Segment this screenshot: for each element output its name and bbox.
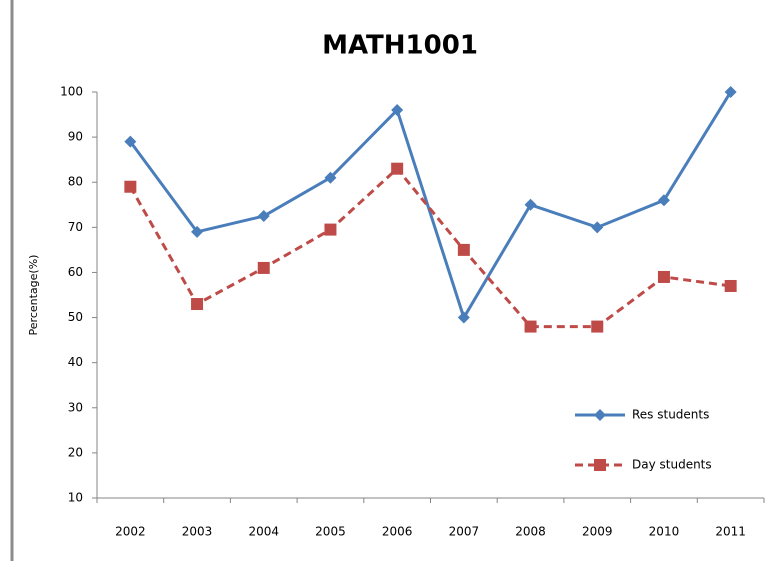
y-tick-label: 60 bbox=[68, 265, 83, 279]
x-tick-label: 2005 bbox=[315, 525, 346, 539]
series-line bbox=[129, 166, 731, 329]
data-point bbox=[457, 311, 470, 324]
y-tick-label: 30 bbox=[68, 400, 83, 414]
x-tick-label: 2003 bbox=[182, 525, 213, 539]
legend-label: Day students bbox=[632, 458, 712, 472]
x-tick-label: 2002 bbox=[115, 525, 146, 539]
y-tick-label: 90 bbox=[68, 130, 83, 144]
data-point bbox=[124, 180, 137, 193]
legend-label: Res students bbox=[632, 408, 709, 422]
data-point bbox=[657, 270, 670, 283]
data-point bbox=[124, 135, 137, 148]
data-point bbox=[391, 162, 404, 175]
data-point bbox=[724, 279, 737, 292]
data-point bbox=[457, 243, 470, 256]
x-tick-label: 2007 bbox=[449, 525, 480, 539]
data-point bbox=[257, 261, 270, 274]
data-point bbox=[191, 225, 204, 238]
x-tick-label: 2010 bbox=[649, 525, 680, 539]
y-tick-label: 50 bbox=[68, 310, 83, 324]
y-tick-label: 40 bbox=[68, 355, 83, 369]
y-tick-label: 20 bbox=[68, 445, 83, 459]
data-point bbox=[591, 320, 604, 333]
data-point bbox=[524, 320, 537, 333]
y-tick-label: 70 bbox=[68, 220, 83, 234]
x-tick-label: 2011 bbox=[715, 525, 746, 539]
data-point bbox=[657, 194, 670, 207]
data-point bbox=[191, 298, 204, 311]
data-point bbox=[724, 86, 737, 98]
y-tick-label: 80 bbox=[68, 175, 83, 189]
x-tick-label: 2004 bbox=[248, 525, 279, 539]
x-tick-label: 2006 bbox=[382, 525, 413, 539]
x-tick-label: 2009 bbox=[582, 525, 613, 539]
y-tick-label: 10 bbox=[68, 491, 83, 505]
x-tick-label: 2008 bbox=[515, 525, 546, 539]
y-axis-label: Percentage(%) bbox=[27, 255, 40, 336]
data-point bbox=[257, 210, 270, 223]
data-point bbox=[391, 104, 404, 117]
legend-marker bbox=[594, 459, 606, 471]
chart-title: MATH1001 bbox=[322, 31, 478, 61]
legend-marker bbox=[594, 409, 606, 421]
data-point bbox=[324, 223, 337, 236]
series-line bbox=[129, 91, 732, 322]
data-point bbox=[591, 221, 604, 234]
data-point bbox=[524, 198, 537, 211]
y-tick-label: 100 bbox=[60, 85, 83, 99]
data-point bbox=[324, 171, 337, 184]
